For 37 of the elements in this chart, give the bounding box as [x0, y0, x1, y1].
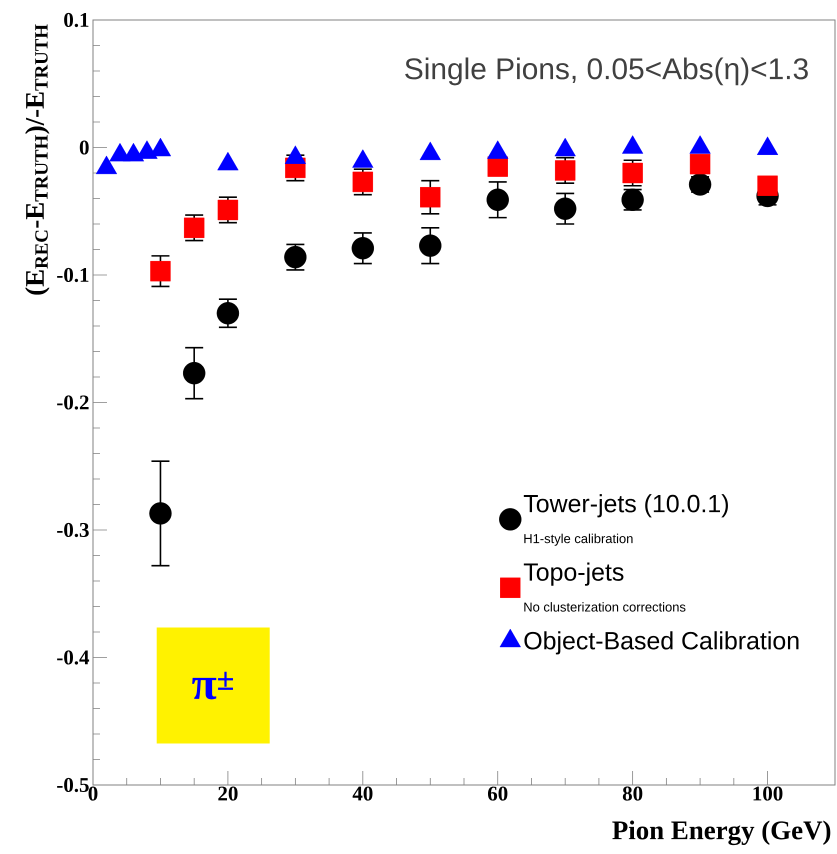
point	[149, 502, 172, 525]
x-tick-label: 60	[488, 786, 508, 801]
point	[420, 187, 440, 208]
annotation: H1-style calibration	[524, 534, 633, 546]
point	[182, 362, 206, 384]
x-tick-label: 40	[352, 786, 372, 801]
point	[150, 260, 171, 282]
point	[352, 172, 374, 192]
y-tick-label: -0.4	[57, 650, 90, 665]
point	[486, 188, 509, 211]
point	[554, 160, 576, 181]
point	[757, 176, 778, 196]
y-tick-label: 0	[80, 140, 89, 155]
y-tick-label: -0.3	[57, 522, 89, 538]
x-axis-title: Pion Energy (GeV)	[612, 820, 830, 846]
legend-label: Topo-jets	[524, 562, 624, 586]
y-axis-title: (E$_{REC}$-E$_{TRUTH}$)/-E$_{TRUTH}$	[25, 24, 50, 295]
annotation: π$^{±}$	[192, 672, 233, 700]
point	[218, 200, 238, 220]
point	[216, 302, 240, 324]
point	[352, 237, 374, 260]
y-tick-label: -0.2	[57, 395, 89, 410]
legend-label: Object-Based Calibration	[524, 631, 798, 654]
y-tick-label: -0.1	[57, 268, 88, 282]
point	[554, 197, 576, 220]
annotation: No clusterization corrections	[524, 602, 686, 612]
y-tick-label: 0.1	[64, 12, 88, 28]
point	[184, 218, 204, 238]
point	[622, 162, 643, 184]
y-tick-label: -0.5	[57, 778, 89, 792]
text: Single Pions, 0.05<Abs(η)<1.3	[405, 57, 808, 86]
x-tick-label: 80	[622, 786, 642, 801]
legend-label: Tower-jets (10.0.1)	[524, 494, 728, 518]
point	[419, 234, 442, 257]
x-tick-label: 20	[218, 786, 238, 801]
x-tick-label: 100	[754, 786, 782, 801]
point	[690, 154, 710, 174]
